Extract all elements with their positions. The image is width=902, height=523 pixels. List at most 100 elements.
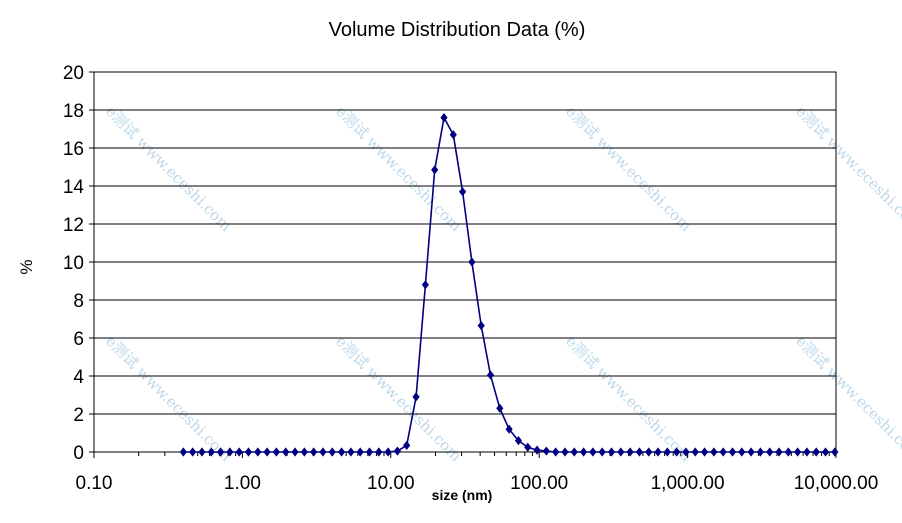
data-point (542, 446, 550, 456)
data-point (579, 447, 588, 457)
data-point (831, 447, 839, 457)
data-point (459, 187, 467, 197)
data-point (700, 447, 709, 457)
data-point (812, 447, 820, 457)
data-point (198, 447, 206, 457)
data-point (710, 447, 718, 457)
y-tick-label: 4 (73, 367, 84, 388)
data-point (356, 447, 364, 457)
data-point (431, 165, 439, 175)
data-point (393, 446, 401, 456)
data-point (552, 447, 560, 457)
data-point (784, 447, 792, 457)
watermark-text: e测试 www.eceshi.com (332, 332, 465, 465)
data-point (449, 130, 457, 140)
data-point (328, 447, 336, 457)
x-tick-label: 10.00 (367, 473, 415, 494)
data-point (626, 447, 634, 457)
data-point (421, 280, 429, 290)
data-point (189, 447, 197, 457)
data-point (319, 447, 327, 457)
y-axis: 0 2 4 6 8 10 12 14 16 18 20 (63, 63, 94, 464)
data-point (486, 370, 495, 380)
data-point (663, 447, 671, 457)
data-point (533, 445, 541, 455)
watermark-text: e测试 www.eceshi.com (562, 332, 695, 465)
y-tick-label: 2 (73, 405, 84, 426)
watermark-text: e测试 www.eceshi.com (102, 332, 235, 465)
x-tick-label: 100.00 (510, 473, 568, 494)
data-point (617, 447, 625, 457)
data-point (598, 447, 606, 457)
watermark-layer: e测试 www.eceshi.com e测试 www.eceshi.com e测试 … (102, 102, 902, 465)
gridlines (94, 109, 836, 415)
data-point (821, 447, 830, 457)
y-tick-label: 20 (63, 63, 84, 84)
data-point (384, 447, 392, 457)
watermark-text: e测试 www.eceshi.com (792, 332, 902, 465)
data-point (691, 447, 699, 457)
y-tick-label: 16 (63, 139, 84, 160)
data-point (561, 447, 569, 457)
data-point (226, 447, 234, 457)
x-axis-label: size (nm) (432, 487, 493, 503)
data-point (524, 442, 532, 452)
data-point (207, 447, 215, 457)
data-point (300, 447, 308, 457)
data-point (766, 447, 774, 457)
data-point (747, 447, 755, 457)
data-point (775, 447, 783, 457)
data-point (803, 447, 811, 457)
data-point (635, 447, 644, 457)
data-point (244, 447, 253, 457)
data-point (468, 257, 476, 267)
y-tick-label: 0 (73, 443, 84, 464)
y-tick-label: 10 (63, 253, 84, 274)
y-tick-label: 12 (63, 215, 84, 236)
y-tick-label: 18 (63, 101, 84, 122)
data-point (403, 440, 411, 450)
data-point (589, 447, 597, 457)
watermark-text: e测试 www.eceshi.com (562, 102, 695, 235)
data-point (263, 447, 271, 457)
series-line (183, 115, 835, 453)
x-tick-label: 1,000.00 (651, 473, 725, 494)
data-point (272, 447, 280, 457)
x-axis: 0.10 1.00 10.00 100.00 1,000.00 10,000.00 (76, 452, 879, 494)
x-tick-label: 0.10 (76, 473, 113, 494)
data-point (291, 447, 299, 457)
y-tick-label: 8 (73, 291, 84, 312)
watermark-text: e测试 www.eceshi.com (332, 102, 465, 235)
data-point (496, 403, 504, 413)
data-point (682, 447, 690, 457)
data-point (570, 447, 578, 457)
data-point (728, 447, 737, 457)
y-tick-label: 14 (63, 177, 85, 198)
data-point (412, 392, 420, 402)
data-point (235, 447, 243, 457)
data-point (347, 447, 355, 457)
x-tick-label: 10,000.00 (794, 473, 879, 494)
data-point (756, 447, 764, 457)
data-point (505, 424, 513, 434)
data-point (607, 447, 616, 457)
data-point (365, 447, 374, 457)
data-point (654, 447, 662, 457)
data-point (673, 447, 681, 457)
y-tick-label: 6 (73, 329, 84, 350)
data-point (738, 447, 746, 457)
data-point (282, 447, 290, 457)
data-point (216, 447, 225, 457)
data-point (254, 447, 262, 457)
data-point (440, 113, 448, 123)
series-volume (179, 113, 839, 457)
data-point (645, 447, 653, 457)
y-axis-label: % (17, 259, 36, 274)
data-point (514, 436, 523, 446)
watermark-text: e测试 www.eceshi.com (792, 102, 902, 235)
x-tick-label: 1.00 (224, 473, 261, 494)
chart-title: Volume Distribution Data (%) (329, 19, 586, 41)
data-point (794, 447, 802, 457)
data-point (477, 321, 485, 331)
